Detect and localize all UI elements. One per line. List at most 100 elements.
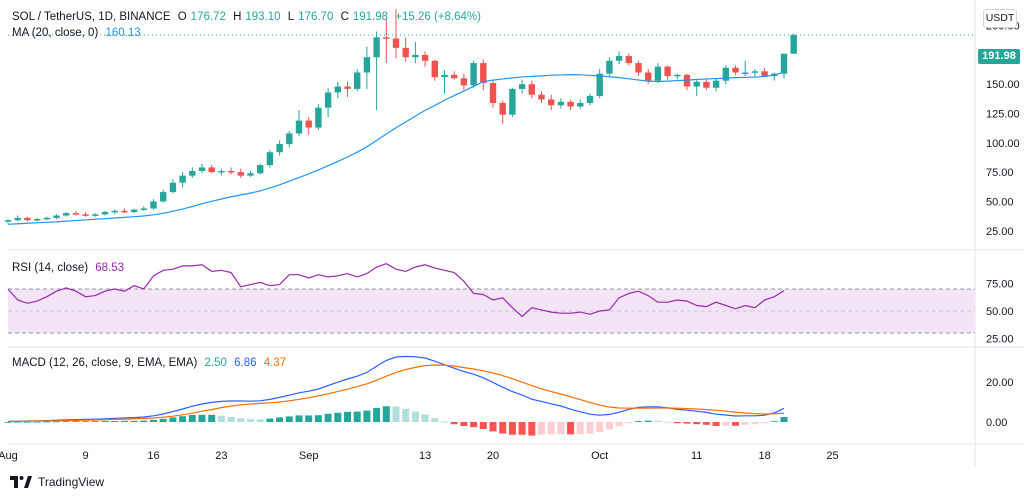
candle: [295, 110, 303, 136]
macd-histogram-bar: [150, 419, 157, 422]
last-price-badge: 191.98: [978, 49, 1020, 64]
macd-histogram-bar: [111, 421, 119, 422]
symbol-legend: SOL / TetherUS, 1D, BINANCE O 176.72 H 193…: [12, 11, 485, 23]
macd-histogram-bar: [363, 410, 371, 422]
change-value: +15.26 (+8.64%): [395, 11, 481, 23]
candle: [150, 199, 157, 210]
macd-histogram-bar: [256, 419, 264, 422]
candle: [286, 131, 293, 148]
candle: [257, 163, 264, 175]
candle-body: [334, 86, 341, 93]
brand-label: TradingView: [38, 475, 105, 489]
candle-body: [635, 63, 642, 73]
candle-body: [722, 67, 729, 81]
macd-histogram-bar: [557, 422, 565, 434]
candle-body: [548, 99, 555, 106]
candle: [528, 80, 535, 99]
rsi-tick-label: 75.00: [986, 279, 1014, 291]
macd-histogram-bar: [702, 422, 710, 425]
candle: [227, 167, 235, 175]
candle: [121, 208, 128, 214]
macd-histogram-bar: [664, 421, 672, 423]
low-value: 176.70: [298, 11, 334, 23]
candle-body: [645, 72, 652, 81]
macd-histogram-bar: [605, 422, 613, 430]
macd-histogram-bar: [266, 418, 274, 422]
rsi-legend[interactable]: RSI (14, close) 68.53: [12, 262, 128, 274]
candle: [451, 71, 458, 80]
macd-histogram-bar: [547, 422, 555, 435]
macd-histogram-bar: [188, 415, 196, 422]
price-tick-label: 125.00: [986, 109, 1020, 121]
candle-body: [392, 38, 400, 48]
candle-body: [237, 172, 244, 176]
candle: [431, 59, 438, 81]
macd-legend-hist: 2.50: [204, 357, 227, 369]
candle-body: [276, 144, 283, 153]
macd-legend[interactable]: MACD (12, 26, close, 9, EMA, EMA) 2.50 6…: [12, 357, 290, 369]
candle: [606, 57, 613, 78]
candle-body: [82, 214, 89, 216]
candle: [315, 104, 322, 130]
macd-histogram-bar: [479, 422, 487, 429]
candle-body: [615, 56, 623, 61]
candle-body: [402, 47, 409, 58]
candle: [4, 219, 12, 224]
macd-histogram-bar: [353, 411, 361, 422]
macd-histogram-bar: [130, 420, 138, 422]
candle: [276, 140, 283, 156]
candle-body: [606, 60, 613, 74]
macd-histogram-bar: [751, 422, 759, 425]
macd-legend-label: MACD (12, 26, close, 9, EMA, EMA): [12, 357, 198, 369]
candle: [509, 87, 516, 118]
candle-body: [257, 165, 264, 174]
price-tick-label: 100.00: [986, 138, 1020, 150]
time-tick-label: 25: [826, 450, 838, 462]
macd-histogram-bar: [722, 422, 730, 426]
candle-body: [92, 214, 99, 216]
candle-body: [480, 63, 487, 84]
ma-legend[interactable]: MA (20, close, 0) 160.13: [12, 27, 145, 39]
candle-body: [528, 84, 535, 95]
time-tick-label: 20: [487, 450, 499, 462]
tradingview-logo-icon: [10, 476, 32, 488]
candle-body: [324, 92, 332, 108]
candle: [557, 98, 565, 109]
macd-histogram-bar: [596, 422, 604, 432]
candle-body: [140, 208, 147, 210]
macd-histogram-bar: [411, 411, 419, 422]
macd-histogram-bar: [14, 421, 22, 423]
candle: [111, 209, 118, 215]
macd-histogram-bar: [53, 421, 60, 423]
macd-tick-label: 20.00: [986, 377, 1014, 389]
currency-unit-button[interactable]: USDT: [983, 9, 1017, 28]
candle-body: [712, 80, 720, 88]
macd-histogram-bar: [62, 421, 70, 422]
macd-legend-macd: 6.86: [234, 357, 257, 369]
candle: [441, 70, 448, 94]
candle: [480, 59, 487, 91]
candle-body: [305, 120, 312, 128]
candle-body: [208, 167, 215, 173]
candle-body: [489, 83, 497, 103]
candle: [586, 93, 594, 106]
candle-body: [421, 54, 429, 61]
macd-histogram-bar: [615, 422, 623, 427]
macd-histogram-bar: [159, 418, 167, 422]
candle-body: [344, 86, 351, 89]
macd-histogram-bar: [101, 421, 109, 422]
candle-body: [441, 74, 448, 78]
macd-line: [7, 355, 785, 422]
candle: [237, 168, 244, 178]
tradingview-logo[interactable]: TradingView: [10, 475, 104, 489]
candle-body: [354, 72, 361, 89]
macd-histogram-bar: [470, 422, 478, 428]
candle-body: [674, 74, 681, 77]
macd-histogram-bar: [314, 415, 322, 422]
candle: [169, 179, 177, 194]
candle: [101, 210, 109, 216]
price-tick-label: 150.00: [986, 79, 1020, 91]
rsi-tick-label: 50.00: [986, 306, 1014, 318]
candle: [383, 19, 390, 64]
